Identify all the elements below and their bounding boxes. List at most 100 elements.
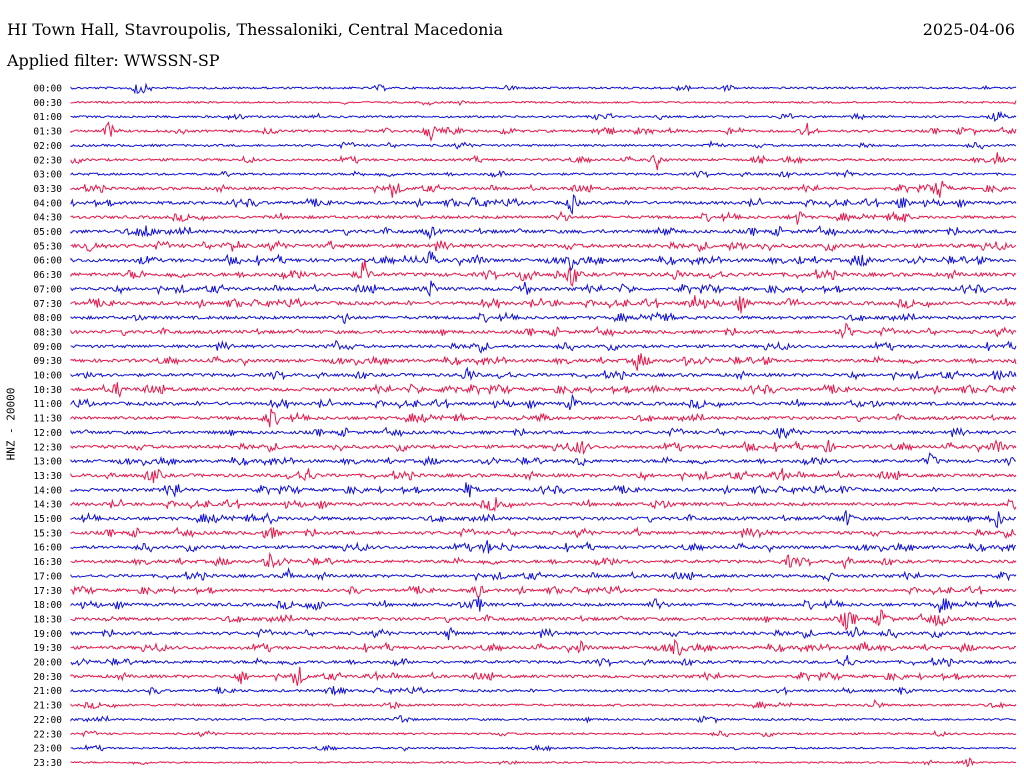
row-label: 13:00 bbox=[33, 457, 62, 468]
trace-row bbox=[70, 100, 1017, 107]
trace-row bbox=[70, 353, 1017, 371]
row-label: 11:30 bbox=[33, 414, 62, 425]
trace-row bbox=[70, 426, 1017, 440]
trace-row bbox=[70, 180, 1017, 198]
trace-row bbox=[70, 250, 1017, 272]
row-label: 21:30 bbox=[33, 701, 62, 712]
filter-label: Applied filter: WWSSN-SP bbox=[7, 51, 220, 70]
row-label: 03:30 bbox=[33, 184, 62, 195]
row-label: 11:00 bbox=[33, 399, 62, 410]
row-label: 22:00 bbox=[33, 715, 62, 726]
trace-row bbox=[70, 482, 1017, 498]
trace-row bbox=[70, 497, 1017, 513]
row-label: 00:00 bbox=[33, 84, 62, 95]
trace-row bbox=[70, 110, 1017, 123]
row-label: 12:30 bbox=[33, 442, 62, 453]
row-label: 13:30 bbox=[33, 471, 62, 482]
row-label: 04:00 bbox=[33, 198, 62, 209]
row-label: 17:30 bbox=[33, 586, 62, 597]
row-label: 04:30 bbox=[33, 213, 62, 224]
trace-row bbox=[70, 666, 1017, 686]
trace-row bbox=[70, 655, 1017, 668]
row-label: 15:30 bbox=[33, 528, 62, 539]
row-label: 18:00 bbox=[33, 600, 62, 611]
trace-row bbox=[70, 596, 1017, 614]
trace-row bbox=[70, 729, 1017, 738]
row-label: 08:00 bbox=[33, 313, 62, 324]
trace-row bbox=[70, 225, 1017, 240]
row-label: 02:30 bbox=[33, 155, 62, 166]
row-label: 09:00 bbox=[33, 342, 62, 353]
row-labels: 00:00 00:30 01:00 01:30 02:00 02:30 03:00 03:30… bbox=[33, 84, 62, 769]
trace-row bbox=[70, 393, 1017, 411]
trace-row bbox=[70, 311, 1017, 325]
trace-row bbox=[70, 714, 1017, 725]
row-label: 00:30 bbox=[33, 98, 62, 109]
row-label: 06:00 bbox=[33, 256, 62, 267]
row-label: 10:00 bbox=[33, 371, 62, 382]
row-label: 14:00 bbox=[33, 485, 62, 496]
row-label: 05:00 bbox=[33, 227, 62, 238]
trace-row bbox=[70, 468, 1017, 484]
trace-row bbox=[70, 757, 1017, 768]
row-label: 14:30 bbox=[33, 500, 62, 511]
trace-row bbox=[70, 194, 1017, 216]
trace-row bbox=[70, 625, 1017, 641]
trace-row bbox=[70, 585, 1017, 598]
row-label: 08:30 bbox=[33, 327, 62, 338]
row-label: 06:30 bbox=[33, 270, 62, 281]
row-label: 21:00 bbox=[33, 686, 62, 697]
trace-row bbox=[70, 260, 1017, 287]
row-label: 23:30 bbox=[33, 758, 62, 769]
row-label: 12:00 bbox=[33, 428, 62, 439]
trace-row bbox=[70, 451, 1017, 467]
row-label: 20:00 bbox=[33, 658, 62, 669]
row-label: 22:30 bbox=[33, 729, 62, 740]
row-label: 15:00 bbox=[33, 514, 62, 525]
row-label: 07:00 bbox=[33, 284, 62, 295]
row-label: 01:00 bbox=[33, 112, 62, 123]
row-label: 10:30 bbox=[33, 385, 62, 396]
trace-row bbox=[70, 322, 1017, 340]
row-label: 19:00 bbox=[33, 629, 62, 640]
trace-row bbox=[70, 510, 1017, 529]
trace-row bbox=[70, 439, 1017, 456]
trace-row bbox=[70, 152, 1017, 171]
row-label: 19:30 bbox=[33, 643, 62, 654]
trace-row bbox=[70, 744, 1017, 752]
trace-row bbox=[70, 169, 1017, 179]
row-label: 05:30 bbox=[33, 241, 62, 252]
trace-row bbox=[70, 210, 1017, 225]
row-label: 09:30 bbox=[33, 356, 62, 367]
trace-row bbox=[70, 551, 1017, 570]
trace-row bbox=[70, 685, 1017, 697]
row-label: 18:30 bbox=[33, 614, 62, 625]
station-title: HI Town Hall, Stavroupolis, Thessaloniki… bbox=[7, 20, 504, 39]
traces bbox=[70, 82, 1017, 768]
trace-row bbox=[70, 366, 1017, 382]
row-label: 17:00 bbox=[33, 571, 62, 582]
trace-row bbox=[70, 382, 1017, 399]
trace-row bbox=[70, 295, 1017, 314]
trace-row bbox=[70, 339, 1017, 354]
trace-row bbox=[70, 698, 1017, 710]
row-label: 16:30 bbox=[33, 557, 62, 568]
trace-row bbox=[70, 408, 1017, 428]
trace-row bbox=[70, 526, 1017, 540]
row-label: 20:30 bbox=[33, 672, 62, 683]
trace-row bbox=[70, 121, 1017, 143]
trace-row bbox=[70, 609, 1017, 632]
trace-row bbox=[70, 280, 1017, 298]
trace-row bbox=[70, 566, 1017, 583]
row-label: 16:00 bbox=[33, 543, 62, 554]
row-label: 03:00 bbox=[33, 170, 62, 181]
row-label: 23:00 bbox=[33, 744, 62, 755]
trace-row bbox=[70, 139, 1017, 150]
row-label: 01:30 bbox=[33, 127, 62, 138]
trace-row bbox=[70, 540, 1017, 554]
date-label: 2025-04-06 bbox=[922, 20, 1015, 39]
trace-row bbox=[70, 638, 1017, 657]
trace-row bbox=[70, 239, 1017, 253]
trace-row bbox=[70, 82, 1017, 95]
